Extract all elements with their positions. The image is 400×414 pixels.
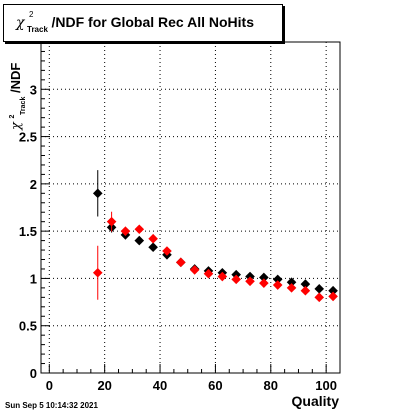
x-tick-label: 20 [97,378,111,393]
data-point [92,267,103,278]
title-text: /NDF for Global Rec All NoHits [51,14,254,30]
data-point [272,274,283,285]
data-point [328,291,338,302]
chart-title: χ 2 Track/NDF for Global Rec All NoHits [16,10,254,34]
y-axis-label-symbol: χ [9,121,24,131]
y-tick-label: 2.5 [19,130,37,145]
data-series [92,170,338,303]
y-tick-label: 3 [30,82,37,97]
data-point [314,292,325,303]
data-point [189,265,200,275]
x-tick-label: 40 [153,378,167,393]
data-point [272,280,283,290]
data-point [120,226,131,236]
grid-lines [41,42,340,374]
data-point [286,277,297,288]
series-0 [92,170,338,296]
y-tick-label: 0.5 [19,319,37,334]
data-point [259,272,269,283]
data-point [259,278,269,288]
data-point [134,235,145,246]
series-1 [92,211,338,303]
title-subscript: Track [27,25,48,34]
data-point [134,224,145,235]
axis-tick-labels: 0 20 40 60 80 100 0 0.5 1 1.5 2 2.5 3 [19,82,337,393]
title-chi-symbol: χ [16,15,25,31]
y-tick-label: 2 [30,177,37,192]
data-point [328,285,338,296]
y-tick-label: 0 [30,366,37,381]
y-axis-label-subscript: Track [20,97,27,115]
svg-text:χ 2 Track /N: χ 2 Track /NDF [2,63,28,131]
data-point [148,233,158,244]
data-point [300,279,311,289]
data-point [92,188,103,199]
data-point [314,284,325,294]
y-axis-label: χ 2 Track /NDF [2,63,28,131]
timestamp-footer: Sun Sep 5 10:14:32 2021 [5,401,98,410]
data-point [148,242,158,253]
x-tick-label: 80 [264,378,278,393]
data-point [106,216,117,227]
x-tick-label: 100 [315,378,337,393]
y-axis-label-suffix: /NDF [8,63,23,93]
data-point [176,257,186,268]
data-point [162,246,172,256]
data-point [300,285,311,296]
data-point [286,283,297,293]
data-point [217,271,228,282]
data-point [203,268,214,279]
x-tick-label: 0 [46,378,53,393]
title-box: χ 2 Track/NDF for Global Rec All NoHits [3,4,283,42]
plot-frame [40,41,341,374]
axis-ticks [41,50,341,374]
y-tick-label: 1.5 [19,224,37,239]
y-tick-label: 1 [30,271,37,286]
data-point [231,274,241,285]
x-axis-label: Quality [292,393,340,409]
y-axis-label-superscript: 2 [9,114,16,118]
data-point [245,276,255,287]
title-superscript: 2 [29,10,34,19]
x-tick-label: 60 [208,378,222,393]
